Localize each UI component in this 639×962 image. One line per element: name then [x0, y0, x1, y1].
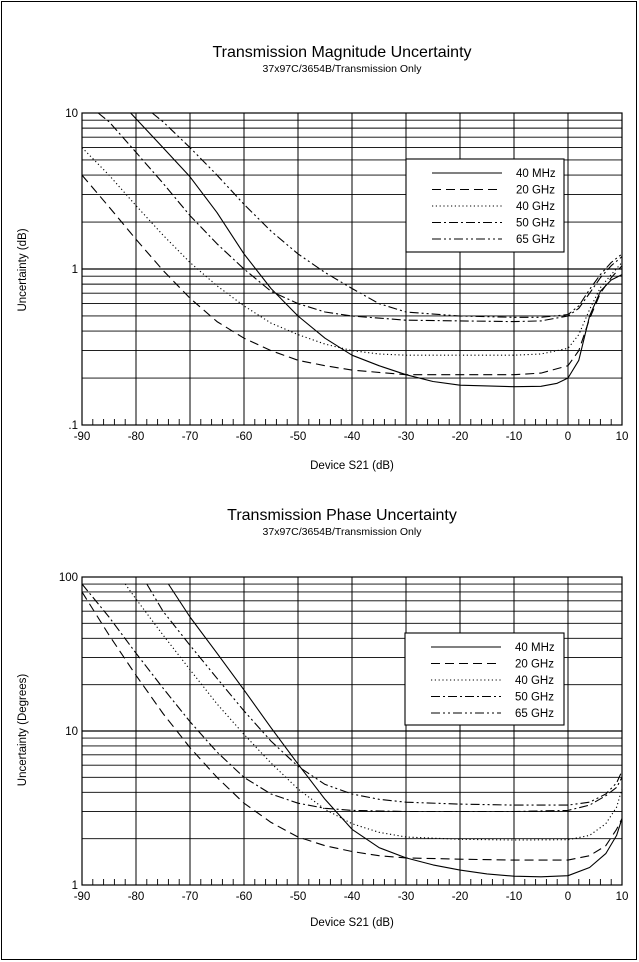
x-tick-label: 10	[616, 891, 629, 903]
legend-label: 40 MHz	[516, 168, 556, 180]
x-tick-label: -60	[236, 891, 253, 903]
x-tick-label: -60	[236, 431, 253, 443]
y-tick-label: 100	[59, 572, 78, 584]
phase-grid	[81, 576, 623, 886]
series-line-20-ghz	[81, 174, 623, 376]
x-tick-label: -70	[182, 431, 199, 443]
magnitude-tick-labels: -90 -80 -70 -60 -50 -40 -30 -20 -10 0 10 .1 1 10	[65, 108, 628, 443]
series-line-20-ghz	[81, 591, 623, 861]
x-tick-label: 0	[565, 891, 571, 903]
magnitude-x-axis-label: Device S21 (dB)	[310, 460, 394, 472]
series-line-40-ghz	[124, 583, 623, 841]
magnitude-chart: Transmission Magnitude Uncertainty 37x97…	[17, 44, 628, 472]
x-tick-label: -50	[290, 891, 307, 903]
x-tick-label: -20	[452, 431, 469, 443]
phase-tick-labels: -90 -80 -70 -60 -50 -40 -30 -20 -10 0 10 1 10 100	[59, 572, 629, 903]
phase-chart: Transmission Phase Uncertainty 37x97C/36…	[17, 507, 628, 929]
y-tick-label: 1	[72, 880, 78, 892]
legend-label: 20 GHz	[515, 659, 554, 671]
phase-chart-subtitle: 37x97C/3654B/Transmission Only	[263, 526, 423, 538]
x-tick-label: 10	[616, 431, 629, 443]
legend-box	[404, 632, 565, 726]
x-tick-label: -80	[128, 431, 145, 443]
legend-label: 40 GHz	[515, 675, 554, 687]
series-line-50-ghz	[81, 583, 623, 813]
x-tick-label: -90	[74, 431, 91, 443]
phase-x-axis-label: Device S21 (dB)	[310, 917, 394, 929]
x-tick-label: 0	[565, 431, 571, 443]
legend-label: 50 GHz	[515, 692, 554, 704]
x-tick-label: -40	[344, 891, 361, 903]
y-tick-label: 1	[72, 264, 78, 276]
phase-y-axis-label: Uncertainty (Degrees)	[17, 674, 29, 787]
x-tick-label: -40	[344, 431, 361, 443]
x-tick-label: -70	[182, 891, 199, 903]
legend-label: 40 GHz	[516, 201, 555, 213]
magnitude-y-axis-label: Uncertainty (dB)	[17, 228, 29, 311]
series-line-40-mhz	[130, 112, 623, 388]
y-tick-label: .1	[68, 420, 78, 432]
magnitude-legend: 40 MHz 20 GHz 40 GHz 50 GHz 65 GHz	[405, 158, 565, 253]
x-tick-label: -10	[506, 431, 523, 443]
x-tick-label: -30	[398, 431, 415, 443]
legend-label: 40 MHz	[515, 642, 555, 654]
phase-legend: 40 MHz 20 GHz 40 GHz 50 GHz 65 GHz	[404, 632, 565, 726]
phase-chart-title: Transmission Phase Uncertainty	[227, 507, 457, 524]
series-line-50-ghz	[97, 112, 623, 323]
x-tick-label: -90	[74, 891, 91, 903]
phase-series	[81, 583, 623, 878]
legend-label: 65 GHz	[516, 234, 555, 246]
series-line-40-mhz	[167, 583, 623, 878]
series-line-65-ghz	[151, 112, 623, 318]
legend-label: 50 GHz	[516, 218, 555, 230]
legend-label: 20 GHz	[516, 185, 555, 197]
magnitude-chart-title: Transmission Magnitude Uncertainty	[212, 44, 471, 61]
legend-label: 65 GHz	[515, 708, 554, 720]
magnitude-series	[81, 112, 623, 388]
x-tick-label: -80	[128, 891, 145, 903]
y-tick-label: 10	[65, 108, 78, 120]
x-tick-label: -50	[290, 431, 307, 443]
y-tick-label: 10	[65, 726, 78, 738]
magnitude-chart-subtitle: 37x97C/3654B/Transmission Only	[263, 63, 423, 75]
x-tick-label: -10	[506, 891, 523, 903]
x-tick-label: -30	[398, 891, 415, 903]
series-line-65-ghz	[146, 583, 623, 806]
x-tick-label: -20	[452, 891, 469, 903]
